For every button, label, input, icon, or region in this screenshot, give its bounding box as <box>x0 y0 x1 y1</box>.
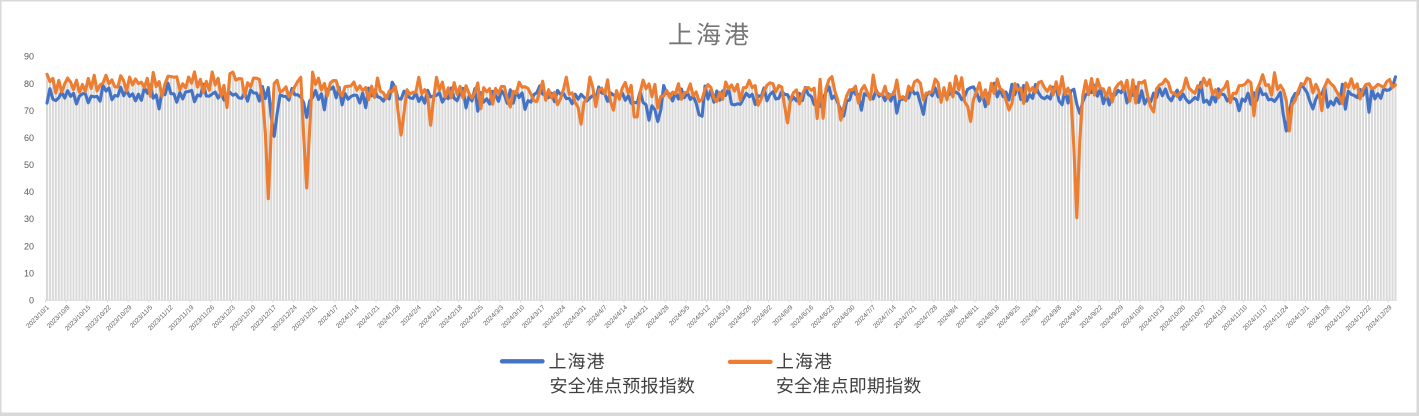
svg-text:20: 20 <box>24 241 34 251</box>
svg-text:30: 30 <box>24 214 34 224</box>
svg-text:70: 70 <box>24 106 34 116</box>
svg-text:50: 50 <box>24 160 34 170</box>
svg-text:90: 90 <box>24 52 34 62</box>
svg-text:80: 80 <box>24 79 34 89</box>
svg-text:60: 60 <box>24 133 34 143</box>
svg-text:0: 0 <box>29 296 34 306</box>
svg-text:10: 10 <box>24 268 34 278</box>
svg-text:40: 40 <box>24 187 34 197</box>
